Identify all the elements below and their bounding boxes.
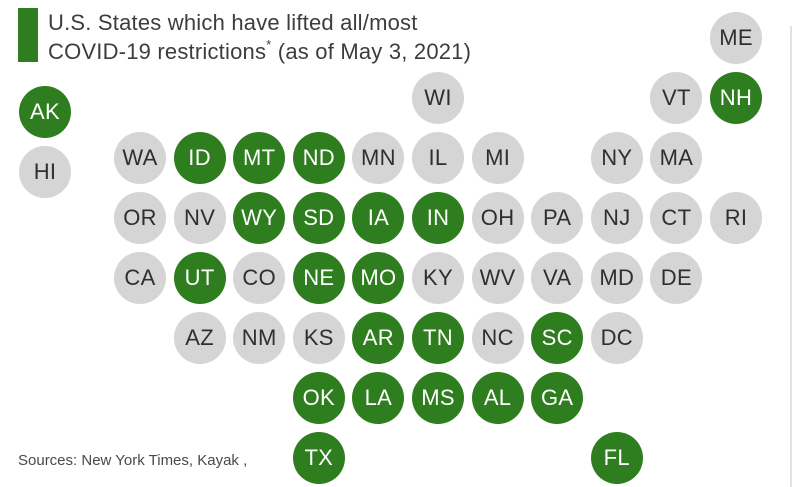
state-tile-ma: MA: [650, 132, 703, 184]
state-tile-al: AL: [471, 372, 524, 424]
state-tile-ia: IA: [352, 192, 405, 244]
state-tile-fl: FL: [590, 432, 643, 484]
state-tile-ut: UT: [173, 252, 226, 304]
state-tile-co: CO: [233, 252, 286, 304]
page-title-line2-date: (as of May 3, 2021): [271, 39, 472, 64]
state-tile-ms: MS: [412, 372, 464, 424]
state-tile-or: OR: [114, 192, 166, 244]
state-tile-wy: WY: [233, 192, 286, 244]
state-tile-nj: NJ: [590, 192, 643, 244]
state-tile-mi: MI: [471, 132, 524, 184]
page-title-line1: U.S. States which have lifted all/most: [48, 10, 418, 35]
state-tile-wv: WV: [471, 252, 524, 304]
state-tile-mn: MN: [352, 132, 405, 184]
state-tile-ca: CA: [114, 252, 166, 304]
state-tile-ri: RI: [710, 192, 762, 244]
state-tile-wi: WI: [412, 72, 464, 124]
state-tile-in: IN: [412, 192, 464, 244]
state-tile-ga: GA: [531, 372, 584, 424]
state-tile-oh: OH: [471, 192, 524, 244]
state-tile-az: AZ: [173, 312, 226, 364]
source-note: Sources: New York Times, Kayak ,: [18, 452, 248, 469]
state-tile-wa: WA: [114, 132, 166, 184]
state-tile-id: ID: [173, 132, 226, 184]
state-tile-va: VA: [531, 252, 584, 304]
state-tile-la: LA: [352, 372, 405, 424]
state-tile-mo: MO: [352, 252, 405, 304]
state-tile-nd: ND: [292, 132, 345, 184]
chart-title-block: U.S. States which have lifted all/most C…: [18, 8, 471, 66]
state-tile-ar: AR: [352, 312, 405, 364]
scrollbar-track[interactable]: [790, 26, 792, 487]
page-title: U.S. States which have lifted all/most C…: [48, 8, 471, 66]
state-tile-vt: VT: [650, 72, 703, 124]
state-tile-de: DE: [650, 252, 703, 304]
title-accent-bar: [18, 8, 38, 62]
state-tile-ak: AK: [19, 86, 71, 138]
state-tile-me: ME: [710, 12, 762, 64]
page-title-line2: COVID-19 restrictions* (as of May 3, 202…: [48, 37, 471, 66]
state-tile-nv: NV: [173, 192, 226, 244]
state-tile-mt: MT: [233, 132, 286, 184]
state-tile-ct: CT: [650, 192, 703, 244]
state-tile-ks: KS: [292, 312, 345, 364]
state-tile-ne: NE: [292, 252, 345, 304]
state-tile-ny: NY: [590, 132, 643, 184]
state-tile-nc: NC: [471, 312, 524, 364]
state-tile-ky: KY: [412, 252, 464, 304]
state-tile-tx: TX: [292, 432, 345, 484]
state-tile-dc: DC: [590, 312, 643, 364]
state-tile-hi: HI: [19, 146, 71, 198]
page-title-line2-text: COVID-19 restrictions: [48, 39, 267, 64]
state-tile-tn: TN: [412, 312, 464, 364]
footnote-asterisk: *: [266, 36, 272, 52]
state-tile-nh: NH: [710, 72, 762, 124]
state-tile-sc: SC: [531, 312, 584, 364]
state-tile-pa: PA: [531, 192, 584, 244]
state-tile-sd: SD: [292, 192, 345, 244]
state-tile-nm: NM: [233, 312, 286, 364]
state-tile-md: MD: [590, 252, 643, 304]
state-tile-il: IL: [412, 132, 464, 184]
state-tile-ok: OK: [292, 372, 345, 424]
